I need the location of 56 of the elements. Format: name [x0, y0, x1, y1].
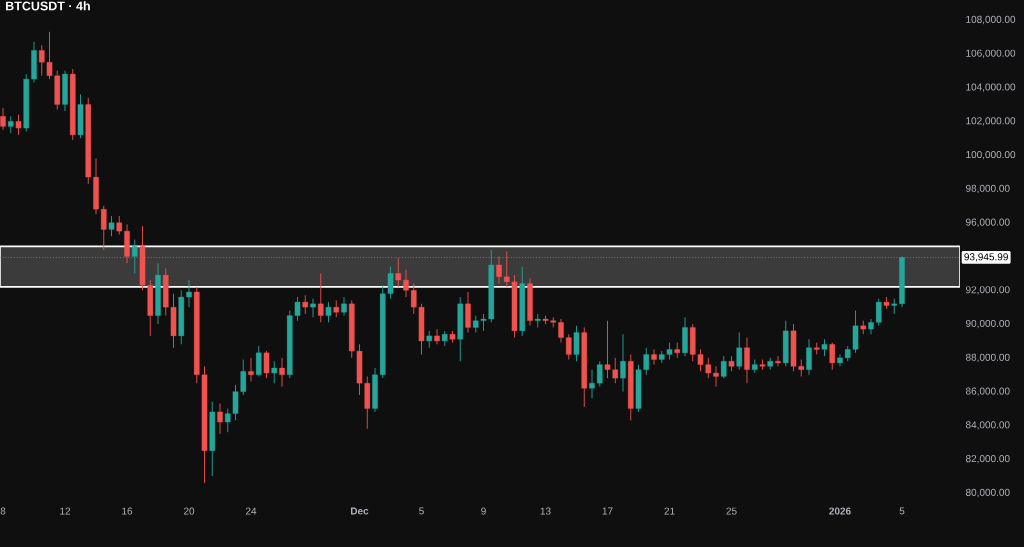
y-tick-label: 84,000.00	[965, 421, 1010, 430]
y-tick-label: 82,000.00	[965, 455, 1010, 464]
y-tick-label: 92,000.00	[966, 286, 1010, 295]
candlestick	[0, 107, 6, 131]
candlestick	[806, 338, 812, 376]
candlestick	[744, 337, 750, 384]
candlestick	[310, 298, 316, 318]
candlestick	[279, 357, 285, 388]
x-tick-label: 8	[0, 507, 6, 515]
candlestick	[263, 350, 270, 379]
y-tick-label: 102,000.00	[966, 117, 1016, 126]
candlestick	[302, 294, 309, 315]
x-tick-label: 5	[419, 507, 424, 515]
x-tick-label: 9	[481, 507, 486, 515]
x-tick-label: 20	[183, 507, 195, 515]
y-tick-label: 104,000.00	[966, 83, 1016, 92]
candlestick	[465, 291, 471, 333]
x-tick-label: 5	[899, 507, 905, 515]
y-tick-label: 108,000.00	[966, 15, 1016, 25]
x-tick-label: 12	[60, 507, 71, 515]
x-tick-label: 17	[602, 507, 613, 515]
x-tick-label: 24	[245, 507, 257, 515]
candlestick	[255, 345, 262, 377]
candlestick	[651, 348, 657, 366]
x-tick-label: 16	[122, 507, 133, 515]
candlestick	[829, 342, 836, 371]
candlestick	[271, 360, 278, 384]
y-tick-label: 96,000.00	[966, 218, 1010, 227]
candlestick	[15, 114, 22, 136]
y-tick-label: 98,000.00	[966, 184, 1010, 194]
y-tick-label: 90,000.00	[966, 319, 1010, 329]
x-tick-label: Dec	[351, 507, 369, 515]
candlestick	[108, 215, 115, 237]
candlestick	[434, 328, 440, 345]
candlestick	[775, 355, 781, 367]
candlestick	[573, 325, 580, 362]
candlestick	[620, 333, 626, 393]
candlestick	[217, 403, 223, 435]
y-tick-label: 106,000.00	[966, 49, 1016, 58]
y-tick-label: 86,000.00	[965, 387, 1010, 396]
candlestick	[736, 332, 743, 371]
y-tick-label: 100,000.00	[966, 151, 1016, 160]
candlestick	[720, 355, 727, 379]
x-tick-label: 13	[540, 507, 551, 515]
candlestick	[341, 296, 347, 317]
y-tick-label: 80,000.00	[965, 488, 1010, 498]
ref-line-label: 93,945.99	[964, 253, 1008, 262]
x-tick-label: 2026	[829, 507, 851, 515]
y-tick-label: 88,000.00	[965, 353, 1010, 362]
candlestick	[317, 272, 324, 323]
candlestick	[325, 301, 332, 323]
x-tick-label: 21	[664, 507, 675, 515]
x-tick-label: 25	[726, 507, 737, 515]
candlestick	[131, 239, 138, 274]
chart-title: BTCUSDT · 4h	[6, 1, 90, 11]
candlestick	[248, 357, 254, 382]
